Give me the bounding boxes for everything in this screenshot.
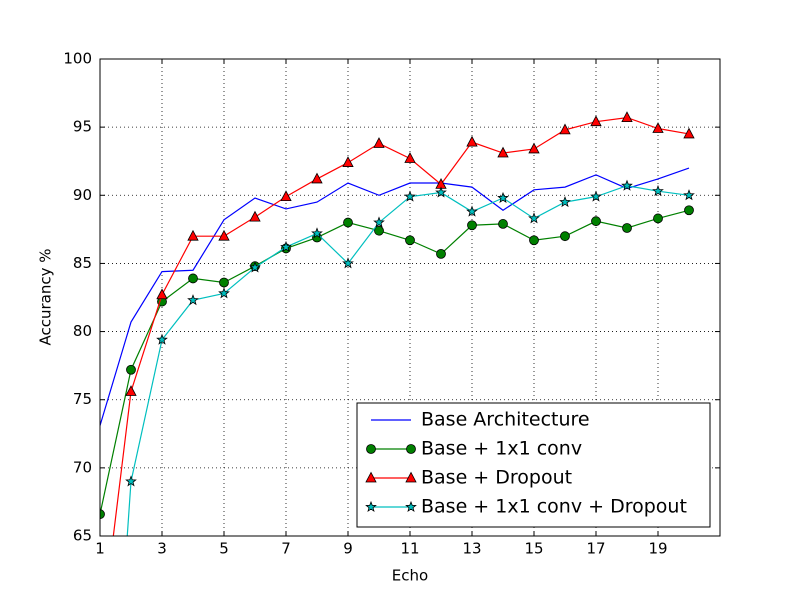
- point: [280, 190, 292, 202]
- point: [311, 172, 323, 184]
- point: [590, 115, 602, 127]
- point: [622, 223, 632, 233]
- point: [559, 195, 571, 208]
- point: [591, 216, 601, 227]
- point: [365, 500, 377, 512]
- legend-box: [356, 402, 711, 528]
- point: [590, 190, 602, 202]
- point: [497, 191, 509, 203]
- legend-label: Base + 1x1 conv: [421, 438, 582, 460]
- x-tick-label: 9: [343, 540, 353, 558]
- point: [467, 220, 477, 231]
- x-axis-label: Echo: [392, 567, 428, 585]
- point: [311, 227, 323, 239]
- x-tick-label: 19: [648, 540, 667, 558]
- point: [125, 475, 137, 487]
- y-axis-label: Accurancy %: [37, 248, 55, 345]
- point: [187, 229, 199, 241]
- point: [343, 217, 353, 228]
- point: [280, 240, 292, 253]
- point: [219, 277, 229, 288]
- point: [249, 261, 261, 273]
- y-tick-label: 90: [73, 186, 92, 204]
- point: [621, 179, 633, 191]
- point: [373, 137, 385, 148]
- y-tick-label: 80: [73, 322, 92, 340]
- point: [498, 219, 508, 229]
- point: [652, 185, 664, 197]
- point: [683, 127, 695, 139]
- point: [683, 189, 695, 201]
- x-tick-label: 13: [462, 540, 481, 558]
- x-tick-label: 3: [157, 540, 167, 558]
- point: [528, 212, 540, 224]
- point: [365, 471, 377, 483]
- point: [405, 500, 417, 512]
- point: [466, 135, 478, 147]
- point: [497, 146, 509, 158]
- point: [187, 294, 199, 306]
- legend-label: Base + 1x1 conv + Dropout: [421, 496, 687, 518]
- y-tick-label: 65: [73, 527, 92, 545]
- series-line: [112, 116, 690, 536]
- point: [156, 333, 168, 345]
- point: [218, 287, 230, 299]
- point: [406, 444, 416, 454]
- x-tick-label: 11: [400, 540, 419, 558]
- plot-area: [100, 111, 695, 536]
- point: [404, 190, 416, 202]
- point: [436, 248, 446, 259]
- series-line: [126, 185, 690, 536]
- x-tick-label: 7: [281, 540, 291, 558]
- point: [249, 210, 261, 222]
- point: [528, 142, 540, 154]
- point: [366, 444, 376, 454]
- point: [218, 229, 230, 241]
- point: [684, 205, 694, 216]
- point: [156, 288, 168, 300]
- legend: Base Architecture Base + 1x1 conv Base + D…: [356, 402, 711, 528]
- point: [373, 216, 385, 228]
- point: [188, 273, 198, 284]
- x-tick-label: 17: [586, 540, 605, 558]
- point: [342, 257, 354, 269]
- y-tick-label: 95: [73, 118, 92, 136]
- point: [405, 471, 417, 483]
- point: [653, 213, 663, 224]
- point: [529, 235, 539, 246]
- y-tick-label: 100: [63, 50, 92, 68]
- legend-label: Base Architecture: [421, 409, 590, 431]
- y-tick-label: 85: [73, 254, 92, 272]
- point: [342, 156, 354, 167]
- point: [405, 235, 415, 246]
- series-line: [100, 209, 690, 515]
- x-tick-label: 5: [219, 540, 229, 558]
- point: [126, 364, 136, 375]
- point: [374, 225, 384, 236]
- y-tick-label: 70: [73, 458, 92, 476]
- series-line: [100, 167, 690, 426]
- y-tick-label: 75: [73, 390, 92, 408]
- point: [125, 385, 137, 396]
- point: [652, 122, 664, 133]
- legend-label: Base + Dropout: [421, 467, 572, 489]
- x-tick-label: 1: [95, 540, 105, 558]
- point: [435, 186, 447, 198]
- point: [559, 123, 571, 135]
- point: [466, 205, 478, 217]
- x-tick-label: 15: [524, 540, 543, 558]
- point: [560, 231, 570, 242]
- point: [100, 509, 105, 520]
- point: [404, 152, 416, 163]
- point: [621, 111, 633, 123]
